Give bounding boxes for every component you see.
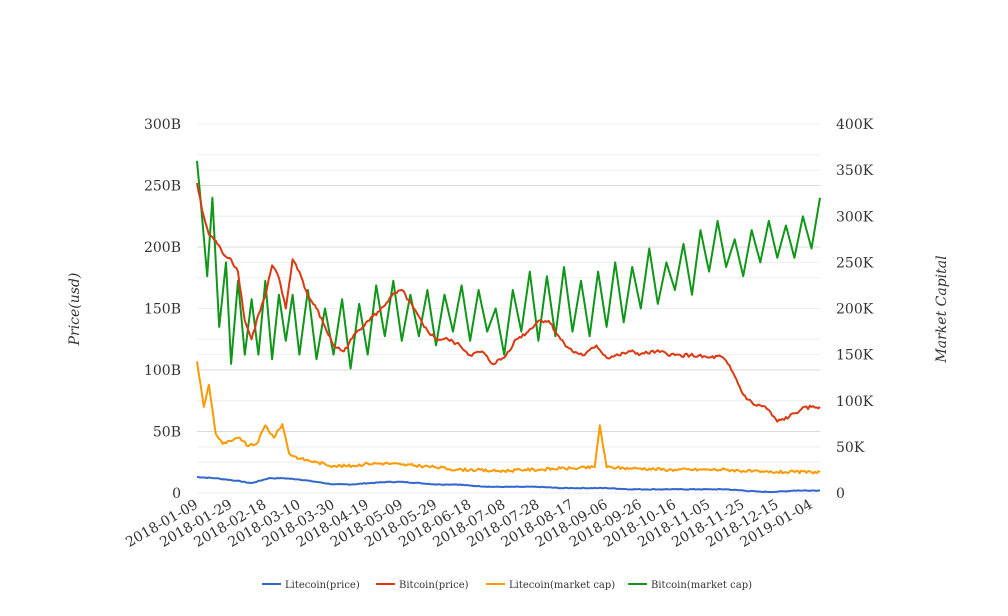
right-tick-label: 350K (836, 163, 874, 179)
left-tick-label: 100B (144, 363, 181, 379)
right-tick-label: 50K (836, 440, 865, 456)
right-tick-label: 0 (836, 486, 845, 502)
left-axis-title: Price(usd) (67, 273, 83, 347)
series-line-bitcoin-price (196, 182, 821, 423)
legend: Litecoin(price) Bitcoin(price) Litecoin(ma… (262, 580, 752, 591)
left-axis-ticks: 0 50B 100B 150B 200B 250B 300B (144, 117, 181, 502)
series-lines (196, 160, 821, 494)
left-tick-label: 250B (144, 179, 181, 195)
x-axis-ticks: 2018-01-092018-01-292018-02-182018-03-10… (123, 497, 815, 551)
right-axis-title: Market Capital (934, 255, 950, 363)
legend-label: Bitcoin(price) (399, 580, 469, 591)
left-tick-label: 300B (144, 117, 181, 133)
right-tick-label: 200K (836, 302, 874, 318)
right-tick-label: 150K (836, 348, 874, 364)
legend-label: Litecoin(price) (285, 580, 360, 591)
right-tick-label: 250K (836, 255, 874, 271)
series-line-bitcoin-market-cap (196, 160, 821, 370)
right-axis-ticks: 0 50K 100K 150K 200K 250K 300K 350K 400K (836, 117, 874, 502)
legend-label: Litecoin(market cap) (509, 580, 615, 591)
left-tick-label: 150B (144, 302, 181, 318)
left-tick-label: 0 (172, 486, 181, 502)
right-tick-label: 300K (836, 209, 874, 225)
series-line-litecoin-market-cap (196, 361, 821, 475)
left-tick-label: 50B (153, 425, 181, 441)
series-line-litecoin-price (196, 476, 820, 494)
legend-label: Bitcoin(market cap) (651, 580, 752, 591)
right-tick-label: 100K (836, 394, 874, 410)
right-tick-label: 400K (836, 117, 874, 133)
left-tick-label: 200B (144, 240, 181, 256)
